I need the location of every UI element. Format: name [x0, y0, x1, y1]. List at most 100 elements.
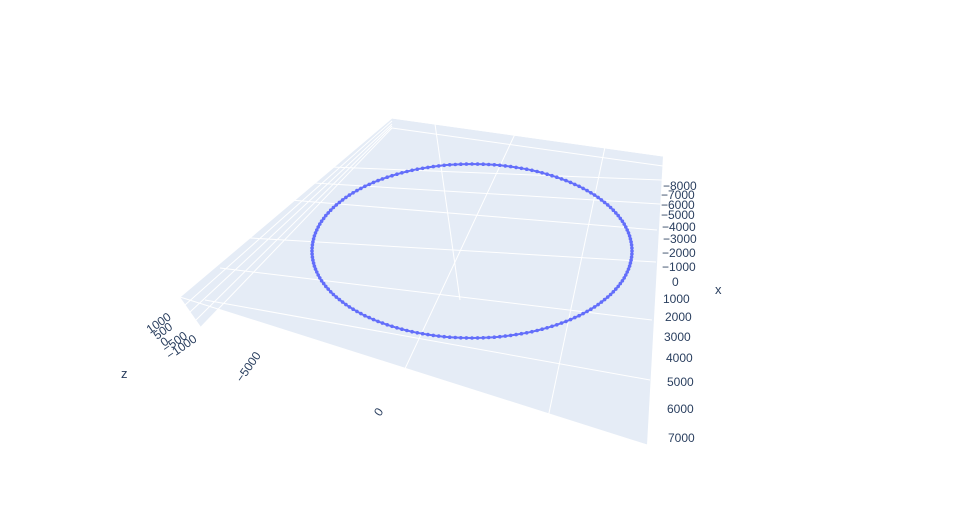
- data-point: [363, 313, 367, 318]
- data-point: [326, 287, 331, 291]
- data-point: [436, 334, 441, 338]
- data-point: [519, 331, 524, 336]
- data-point: [629, 258, 633, 262]
- data-point: [310, 255, 315, 259]
- x-tick-label: −6000: [661, 198, 695, 212]
- data-point: [436, 164, 441, 168]
- x-tick-label: 2000: [665, 310, 692, 324]
- data-point: [629, 255, 634, 259]
- data-point: [620, 279, 625, 283]
- data-point: [405, 328, 409, 333]
- data-point: [592, 305, 597, 309]
- data-point: [331, 292, 336, 297]
- data-point: [395, 326, 399, 330]
- data-point: [605, 203, 610, 207]
- data-point: [486, 335, 491, 340]
- data-point: [625, 228, 629, 232]
- x-tick-label: 1000: [663, 292, 690, 306]
- data-point: [347, 193, 352, 197]
- data-point: [390, 324, 394, 329]
- data-point: [344, 302, 348, 307]
- data-point: [596, 195, 600, 200]
- data-point: [605, 295, 610, 299]
- data-point: [324, 213, 328, 218]
- data-point: [431, 164, 436, 169]
- data-point: [315, 270, 319, 274]
- data-point: [470, 162, 474, 166]
- data-point: [514, 165, 518, 170]
- data-point: [622, 222, 626, 226]
- data-point: [337, 200, 342, 205]
- data-point: [318, 222, 322, 226]
- data-point: [622, 276, 626, 280]
- data-point: [410, 329, 414, 334]
- data-point: [611, 208, 616, 212]
- data-point: [627, 234, 632, 238]
- data-point: [573, 315, 577, 320]
- data-point: [481, 336, 486, 340]
- data-point: [628, 237, 633, 241]
- data-point: [616, 284, 620, 289]
- data-point: [550, 324, 554, 329]
- x-tick-label: 4000: [666, 351, 693, 365]
- data-point: [310, 249, 314, 253]
- data-point: [470, 336, 474, 340]
- y-tick-label: 0: [371, 405, 386, 419]
- data-point: [616, 213, 620, 218]
- data-point: [596, 302, 600, 307]
- data-point: [577, 184, 581, 189]
- data-point: [385, 323, 390, 327]
- data-point: [453, 162, 458, 167]
- x-axis-title: x: [715, 282, 722, 297]
- data-point: [319, 219, 324, 223]
- x-tick-label: −7000: [661, 188, 695, 202]
- data-point: [318, 276, 322, 280]
- data-point: [359, 311, 363, 316]
- data-point: [324, 284, 328, 289]
- data-point: [367, 315, 372, 320]
- data-point: [608, 292, 613, 297]
- data-point: [415, 167, 420, 171]
- data-point: [312, 264, 317, 268]
- data-point: [355, 188, 359, 193]
- data-point: [442, 334, 447, 339]
- data-point: [340, 198, 345, 202]
- data-point: [420, 166, 425, 171]
- data-point: [573, 182, 577, 187]
- data-point: [371, 180, 376, 185]
- data-point: [627, 264, 632, 268]
- data-point: [310, 243, 315, 247]
- data-point: [447, 335, 452, 340]
- data-point: [464, 162, 469, 166]
- y-axis-ticks: −5000 0: [233, 349, 386, 419]
- data-point: [618, 216, 623, 221]
- data-point: [602, 297, 607, 302]
- data-point: [380, 321, 385, 325]
- data-point: [351, 191, 355, 195]
- data-point: [503, 164, 508, 168]
- x-tick-label: 5000: [667, 375, 694, 389]
- data-point: [340, 300, 345, 304]
- floor-grid-line: [394, 133, 516, 391]
- data-point: [492, 163, 497, 167]
- data-point: [550, 173, 554, 178]
- data-point: [431, 333, 436, 338]
- data-point: [630, 249, 634, 253]
- data-point: [415, 331, 420, 335]
- circle-trace: [310, 162, 634, 340]
- data-point: [514, 332, 518, 337]
- data-point: [355, 309, 359, 314]
- data-point: [376, 178, 380, 183]
- data-point: [385, 175, 390, 179]
- data-point: [614, 211, 618, 215]
- data-point: [453, 335, 458, 340]
- data-point: [530, 168, 534, 173]
- data-point: [540, 171, 544, 175]
- data-point: [559, 321, 564, 325]
- data-point: [611, 290, 616, 294]
- data-point: [316, 273, 321, 277]
- data-point: [328, 208, 333, 212]
- data-point: [367, 182, 372, 187]
- data-point: [334, 203, 339, 207]
